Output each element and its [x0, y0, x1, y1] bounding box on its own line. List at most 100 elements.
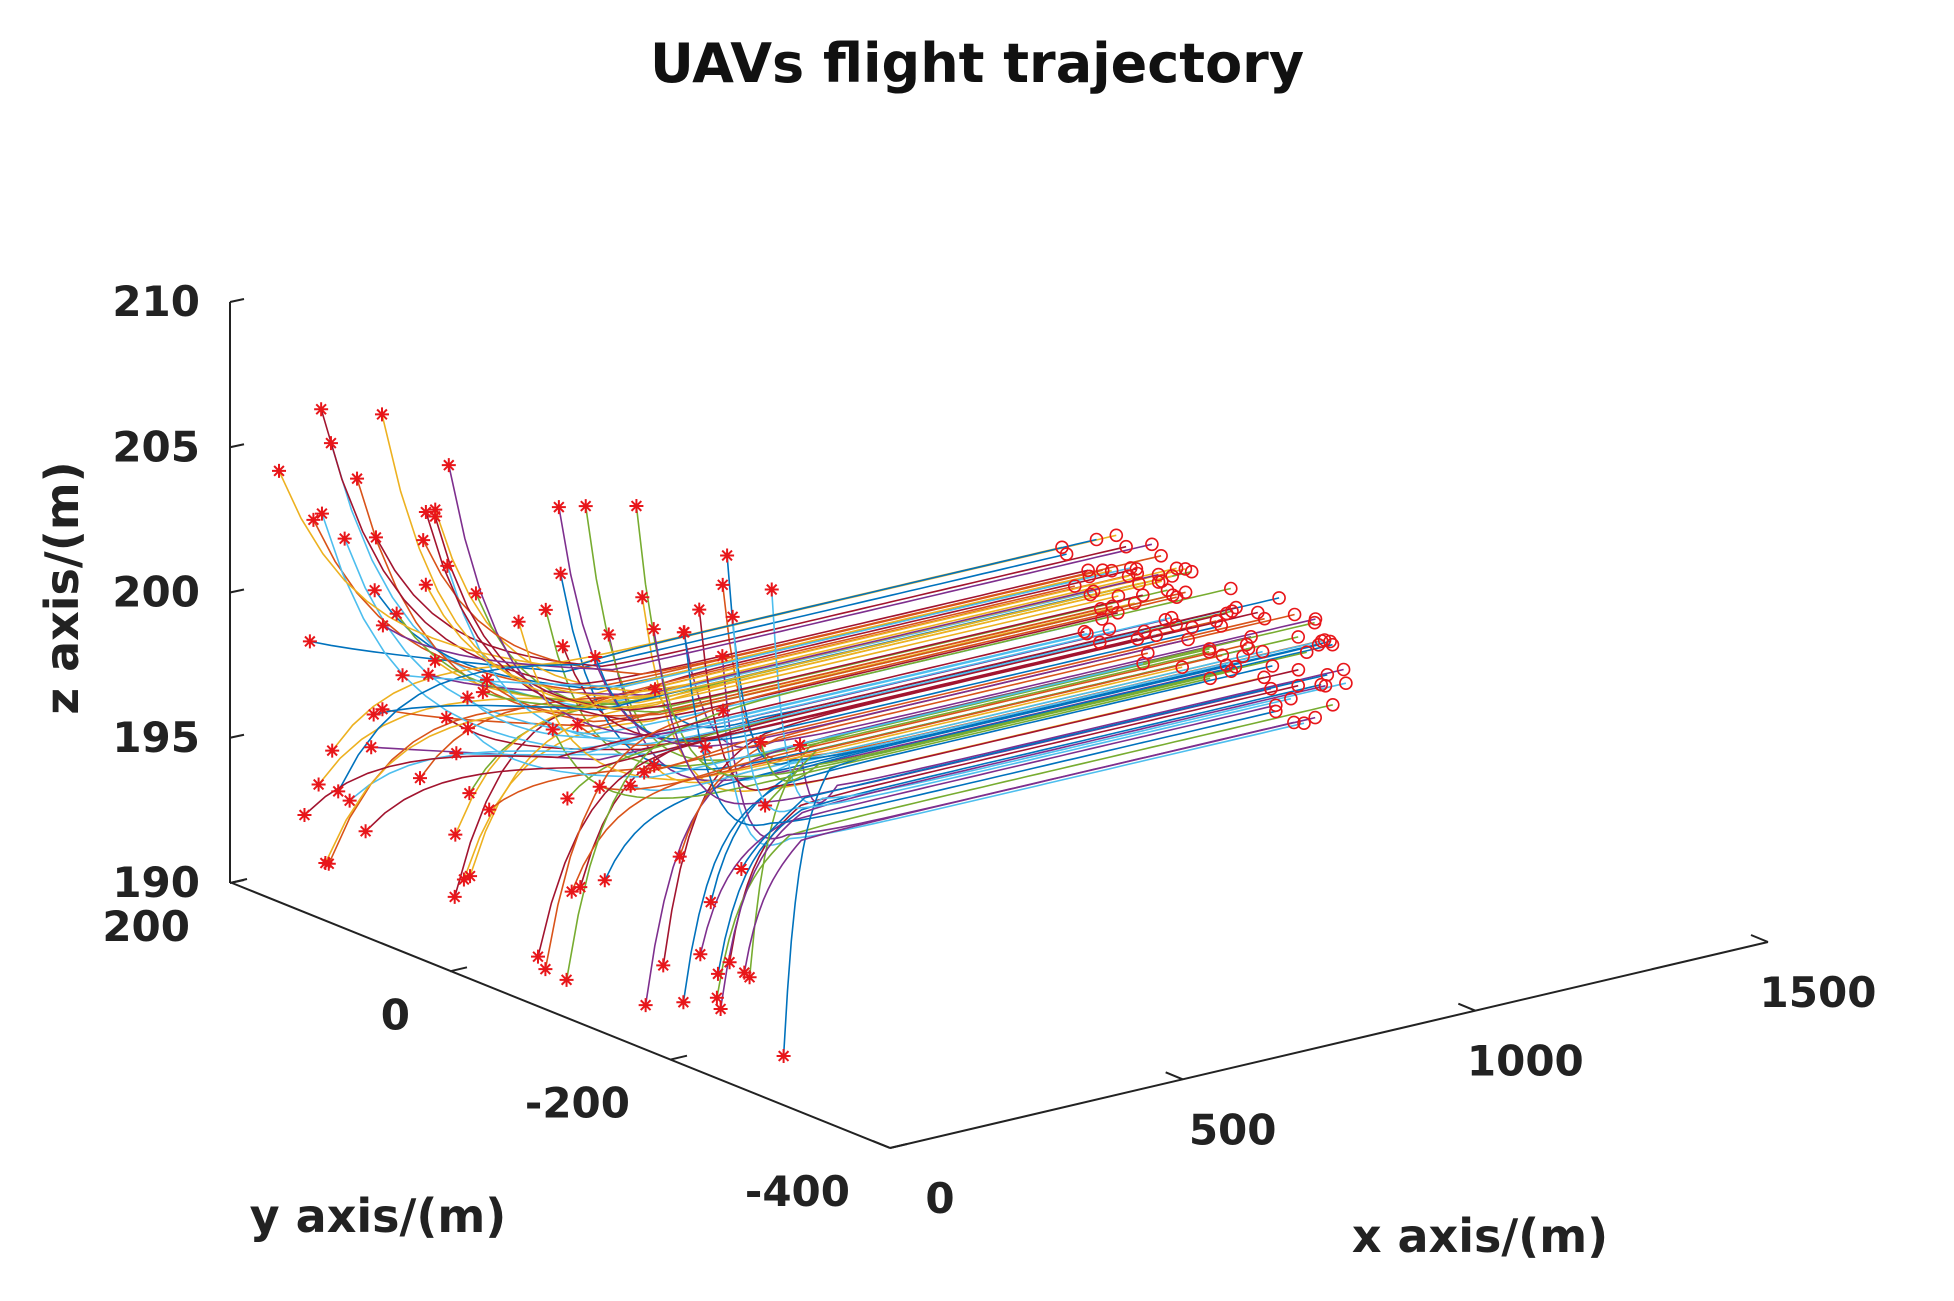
start-marker — [601, 627, 616, 642]
trajectory-line — [799, 668, 1344, 804]
start-marker — [646, 622, 661, 637]
trajectory-line — [425, 575, 1173, 700]
start-marker — [703, 895, 718, 910]
start-marker — [375, 702, 390, 717]
end-marker — [1165, 569, 1179, 583]
start-marker — [306, 512, 321, 527]
y-axis-label: y axis/(m) — [250, 1189, 507, 1243]
start-marker — [737, 965, 752, 980]
end-marker — [1169, 561, 1184, 576]
start-marker — [389, 606, 404, 621]
trajectory-line — [365, 638, 1138, 832]
end-marker — [1093, 635, 1107, 650]
y-tick-label: 200 — [102, 902, 190, 951]
z-tick-label: 195 — [112, 713, 200, 762]
start-marker — [753, 734, 768, 749]
y-tick-mark — [449, 966, 468, 973]
trajectory-line — [544, 596, 1177, 970]
start-marker — [551, 500, 566, 515]
end-marker — [1127, 596, 1142, 610]
trajectory-line — [782, 643, 1333, 1057]
start-marker — [734, 861, 749, 876]
trajectory-line — [337, 538, 1097, 792]
end-marker — [1109, 528, 1124, 543]
end-marker — [1307, 615, 1322, 630]
y-tick-label: -200 — [525, 1079, 630, 1128]
end-marker — [1257, 611, 1272, 626]
start-marker — [325, 743, 340, 758]
start-marker — [272, 463, 287, 478]
end-marker — [1080, 626, 1094, 641]
start-marker — [570, 717, 585, 732]
end-marker — [1228, 659, 1243, 674]
end-marker — [1291, 678, 1305, 693]
start-marker — [511, 614, 526, 629]
start-marker — [530, 949, 545, 964]
end-marker — [1284, 691, 1298, 706]
start-marker — [672, 849, 687, 864]
start-marker — [559, 972, 574, 987]
z-tick-label: 210 — [112, 277, 200, 326]
end-marker — [1104, 563, 1119, 578]
trajectory-line — [428, 573, 1159, 696]
start-marker — [440, 558, 455, 573]
start-marker — [656, 958, 671, 973]
start-marker — [447, 889, 462, 904]
end-marker — [1111, 605, 1125, 620]
end-marker — [1224, 581, 1238, 596]
start-marker — [792, 737, 807, 752]
trajectory-line — [324, 575, 1129, 864]
end-marker — [1086, 584, 1101, 599]
start-marker — [367, 583, 382, 598]
trajectory-lines — [278, 408, 1347, 1057]
start-marker — [364, 740, 379, 755]
start-marker — [441, 458, 456, 473]
end-marker — [1264, 681, 1278, 696]
end-marker — [1297, 716, 1311, 731]
start-marker — [331, 784, 346, 799]
start-marker — [375, 618, 390, 633]
start-marker — [709, 990, 724, 1005]
z-tick-mark — [229, 588, 245, 594]
start-marker — [538, 602, 553, 617]
end-marker — [1203, 671, 1217, 686]
end-marker — [1272, 591, 1286, 605]
start-marker — [764, 582, 779, 597]
end-marker — [1082, 569, 1097, 584]
start-marker — [623, 778, 638, 793]
end-marker — [1287, 715, 1301, 730]
start-marker — [428, 653, 443, 668]
start-marker — [475, 685, 490, 700]
start-marker — [637, 765, 652, 780]
end-marker — [1169, 618, 1183, 632]
end-marker — [1136, 656, 1150, 671]
start-marker — [692, 602, 707, 617]
chart-title: UAVs flight trajectory — [650, 32, 1304, 95]
trajectory-line — [743, 716, 1316, 973]
start-marker — [758, 798, 773, 813]
start-marker — [720, 548, 735, 563]
start-marker — [314, 402, 329, 417]
trajectory-line — [726, 555, 1331, 765]
start-marker — [713, 1001, 728, 1016]
start-marker — [722, 955, 737, 970]
start-marker — [368, 530, 383, 545]
end-marker — [1320, 667, 1335, 682]
start-marker — [545, 722, 560, 737]
x-tick-mark — [1165, 1071, 1184, 1081]
end-marker — [1214, 619, 1228, 633]
end-marker — [1094, 601, 1108, 616]
trajectory-line — [486, 591, 1186, 717]
start-marker — [302, 634, 317, 649]
start-marker — [716, 703, 731, 718]
end-marker — [1325, 637, 1340, 652]
trajectory-line — [722, 710, 1305, 847]
end-marker — [1184, 564, 1199, 579]
start-marker — [358, 824, 373, 839]
z-tick-label: 200 — [112, 568, 200, 617]
end-marker — [1121, 569, 1136, 583]
end-marker — [1169, 590, 1184, 605]
x-tick-mark — [872, 1140, 891, 1149]
start-marker — [693, 947, 708, 962]
start-marker — [375, 407, 390, 422]
